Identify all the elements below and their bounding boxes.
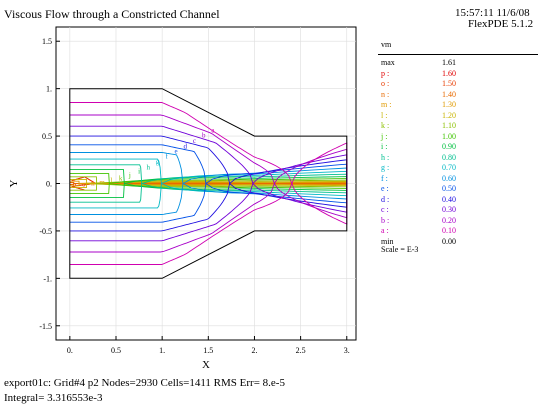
legend-row-h: h : 0.80 — [378, 153, 538, 164]
legend-row-n: n : 1.40 — [378, 90, 538, 101]
legend-row-o: o : 1.50 — [378, 79, 538, 90]
legend-level-label: m : — [381, 100, 392, 109]
legend-level-value: 1.50 — [442, 79, 456, 88]
legend-row-p: p : 1.60 — [378, 69, 538, 80]
contour-label-d: d — [183, 142, 187, 150]
y-tick-label: 1.5 — [42, 37, 52, 46]
legend-variable-name: vm — [381, 40, 392, 49]
legend-level-value: 1.60 — [442, 68, 456, 78]
y-tick-label: 0.5 — [42, 132, 52, 141]
legend-level-label: e : — [381, 184, 389, 193]
legend-header: vm — [378, 40, 538, 55]
channel-outline — [69, 88, 348, 279]
legend-row-m: m : 1.30 — [378, 100, 538, 111]
x-tick-label: 1. — [159, 346, 165, 355]
legend-level-value: 0.40 — [442, 194, 456, 204]
legend-level-label: i : — [381, 142, 388, 151]
y-tick-label: 0. — [46, 180, 52, 189]
legend-level-value: 0.60 — [442, 173, 456, 183]
legend-row-b: b : 0.20 — [378, 216, 538, 227]
y-tick-label: -1. — [43, 274, 52, 283]
legend-level-value: 1.10 — [442, 121, 456, 130]
legend-row-j: j : 1.00 — [378, 132, 538, 143]
contour-label-i: i — [138, 168, 140, 176]
legend-row-a: a : 0.10 — [378, 226, 538, 237]
legend-level-value: 1.00 — [442, 131, 456, 141]
legend-level-label: p : — [381, 68, 390, 78]
footer-integral: Integral= 3.316553e-3 — [4, 392, 103, 404]
legend-level-label: o : — [381, 79, 390, 88]
footer-stats: export01c: Grid#4 p2 Nodes=2930 Cells=14… — [4, 377, 285, 389]
contour-label-f: f — [166, 153, 169, 161]
contour-label-k: k — [119, 174, 123, 182]
x-tick-label: 2.5 — [296, 346, 306, 355]
legend-level-label: d : — [381, 194, 390, 204]
x-tick-label: 2. — [251, 346, 257, 355]
contour-label-p: p — [73, 181, 77, 189]
legend-level-value: 0.30 — [442, 205, 456, 214]
legend-level-value: 1.40 — [442, 89, 456, 99]
x-tick-label: 0. — [67, 346, 73, 355]
legend-min-row: min 0.00 — [378, 237, 538, 248]
legend-level-value: 0.80 — [442, 152, 456, 162]
x-axis-label: X — [202, 359, 210, 371]
y-tick-label: -1.5 — [39, 322, 52, 331]
legend-max-label: max — [381, 58, 395, 67]
contour-label-h: h — [147, 163, 151, 171]
legend-level-value: 0.10 — [442, 226, 456, 235]
legend-level-value: 0.70 — [442, 163, 456, 172]
program-version: FlexPDE 5.1.2 — [468, 18, 534, 30]
contour-label-b: b — [202, 132, 206, 140]
scale-note: Scale = E-3 — [381, 245, 419, 254]
x-tick-label: 0.5 — [111, 346, 121, 355]
legend-level-value: 1.30 — [442, 100, 456, 109]
legend-row-d: d : 0.40 — [378, 195, 538, 206]
contour-label-j: j — [128, 171, 131, 179]
legend-level-label: j : — [381, 131, 388, 141]
contour-label-o: o — [82, 181, 86, 189]
x-tick-label: 1.5 — [203, 346, 213, 355]
legend-level-value: 0.50 — [442, 184, 456, 193]
legend-level-value: 0.90 — [442, 142, 456, 151]
x-tick-label: 3. — [344, 346, 350, 355]
legend-row-e: e : 0.50 — [378, 184, 538, 195]
legend-level-value: 0.20 — [442, 215, 456, 225]
contour-label-l: l — [110, 177, 112, 185]
legend-level-label: b : — [381, 215, 390, 225]
legend-row-g: g : 0.70 — [378, 163, 538, 174]
legend-level-label: a : — [381, 226, 389, 235]
contour-legend: vm max 1.61 p : 1.60 o : 1.50 n : 1.40 m : 1.30… — [378, 40, 538, 247]
y-tick-label: 1. — [46, 85, 52, 94]
legend-level-label: k : — [381, 121, 390, 130]
legend-row-l: l : 1.20 — [378, 111, 538, 122]
legend-row-f: f : 0.60 — [378, 174, 538, 185]
contour-label-e: e — [174, 148, 177, 156]
plot-title: Viscous Flow through a Constricted Chann… — [4, 7, 220, 21]
y-tick-label: -0.5 — [39, 227, 52, 236]
legend-min-label: min — [381, 236, 394, 246]
legend-max-row: max 1.61 — [378, 58, 538, 69]
contour-label-a: a — [211, 127, 215, 135]
legend-min-value: 0.00 — [442, 236, 456, 246]
legend-level-label: c : — [381, 205, 389, 214]
legend-level-label: n : — [381, 89, 390, 99]
legend-level-label: g : — [381, 163, 390, 172]
legend-level-label: f : — [381, 173, 388, 183]
contour-label-g: g — [156, 158, 160, 166]
legend-level-label: h : — [381, 152, 390, 162]
legend-row-i: i : 0.90 — [378, 142, 538, 153]
timestamp: 15:57:11 11/6/08 — [455, 7, 530, 19]
legend-level-label: l : — [381, 110, 388, 120]
legend-level-value: 1.20 — [442, 110, 456, 120]
legend-row-c: c : 0.30 — [378, 205, 538, 216]
legend-row-k: k : 1.10 — [378, 121, 538, 132]
contour-label-c: c — [193, 137, 196, 145]
legend-max-value: 1.61 — [442, 58, 456, 67]
y-axis-label: Y — [8, 179, 20, 187]
